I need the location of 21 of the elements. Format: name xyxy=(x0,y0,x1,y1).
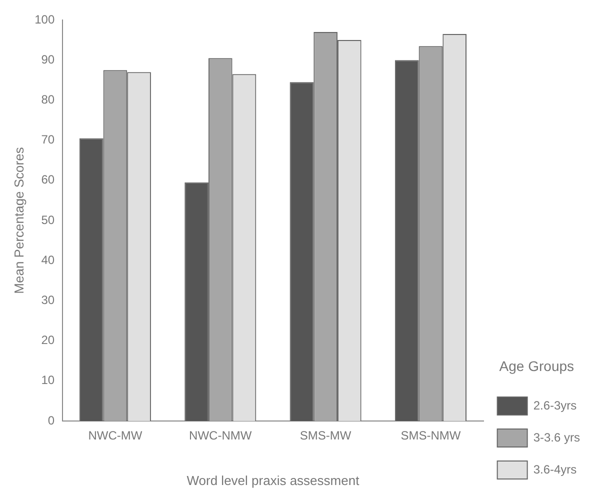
x-tick-label: SMS-MW xyxy=(300,428,352,443)
legend-label: 3-3.6 yrs xyxy=(533,430,580,444)
legend-label: 2.6-3yrs xyxy=(533,398,577,412)
y-tick-label: 50 xyxy=(41,212,55,227)
y-tick-label: 0 xyxy=(48,413,55,428)
x-tick-label: NWC-MW xyxy=(88,428,143,443)
y-tick-label: 80 xyxy=(41,92,55,107)
y-axis-title: Mean Percentage Scores xyxy=(11,146,26,294)
x-tick-label: SMS-NMW xyxy=(400,428,462,443)
y-tick-label: 30 xyxy=(41,293,55,308)
y-tick-label: 10 xyxy=(41,373,55,388)
y-tick-label: 90 xyxy=(41,52,55,66)
y-tick-label: 40 xyxy=(41,252,55,267)
y-tick-label: 20 xyxy=(41,333,55,348)
legend-title: Age Groups xyxy=(499,358,574,374)
y-tick-label: 60 xyxy=(41,172,55,187)
legend-label: 3.6-4yrs xyxy=(533,462,577,476)
x-axis-title: Word level praxis assessment xyxy=(186,472,360,488)
y-tick-label: 70 xyxy=(41,132,55,147)
x-tick-label: NWC-NMW xyxy=(189,428,252,443)
y-tick-label: 100 xyxy=(34,12,55,26)
